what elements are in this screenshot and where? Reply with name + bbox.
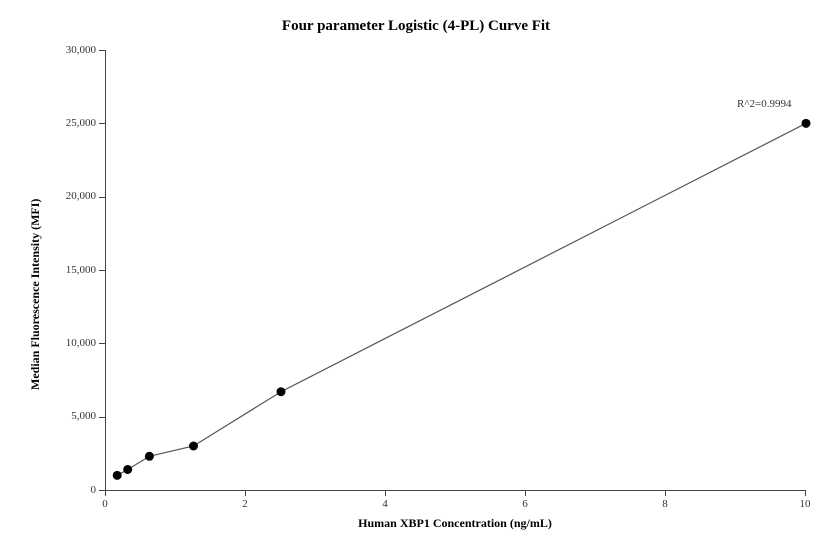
x-axis-label: Human XBP1 Concentration (ng/mL) xyxy=(105,516,805,531)
plot-svg xyxy=(106,50,806,490)
data-point xyxy=(145,452,154,461)
x-tick-label: 8 xyxy=(645,498,685,510)
y-tick xyxy=(99,270,105,271)
x-tick-label: 0 xyxy=(85,498,125,510)
x-tick xyxy=(665,490,666,496)
plot-area xyxy=(105,50,806,491)
y-tick-label: 5,000 xyxy=(41,410,96,422)
y-axis-label: Median Fluorescence Intensity (MFI) xyxy=(28,199,43,390)
data-point xyxy=(123,465,132,474)
data-point xyxy=(189,442,198,451)
data-point xyxy=(277,387,286,396)
x-tick xyxy=(105,490,106,496)
fit-line xyxy=(117,123,806,475)
data-point xyxy=(802,119,811,128)
y-tick-label: 30,000 xyxy=(41,44,96,56)
r-squared-annotation: R^2=0.9994 xyxy=(737,98,791,110)
y-tick-label: 10,000 xyxy=(41,337,96,349)
y-tick-label: 15,000 xyxy=(41,264,96,276)
x-tick xyxy=(245,490,246,496)
y-tick xyxy=(99,417,105,418)
x-tick-label: 2 xyxy=(225,498,265,510)
chart-title: Four parameter Logistic (4-PL) Curve Fit xyxy=(0,18,832,35)
chart-container: Four parameter Logistic (4-PL) Curve Fit… xyxy=(0,0,832,560)
y-tick xyxy=(99,123,105,124)
x-tick xyxy=(525,490,526,496)
y-tick-label: 20,000 xyxy=(41,190,96,202)
y-tick-label: 25,000 xyxy=(41,117,96,129)
x-tick-label: 4 xyxy=(365,498,405,510)
x-tick-label: 6 xyxy=(505,498,545,510)
x-tick-label: 10 xyxy=(785,498,825,510)
y-tick-label: 0 xyxy=(41,484,96,496)
y-tick xyxy=(99,343,105,344)
y-tick xyxy=(99,197,105,198)
data-point xyxy=(113,471,122,480)
y-tick xyxy=(99,50,105,51)
x-tick xyxy=(805,490,806,496)
x-tick xyxy=(385,490,386,496)
